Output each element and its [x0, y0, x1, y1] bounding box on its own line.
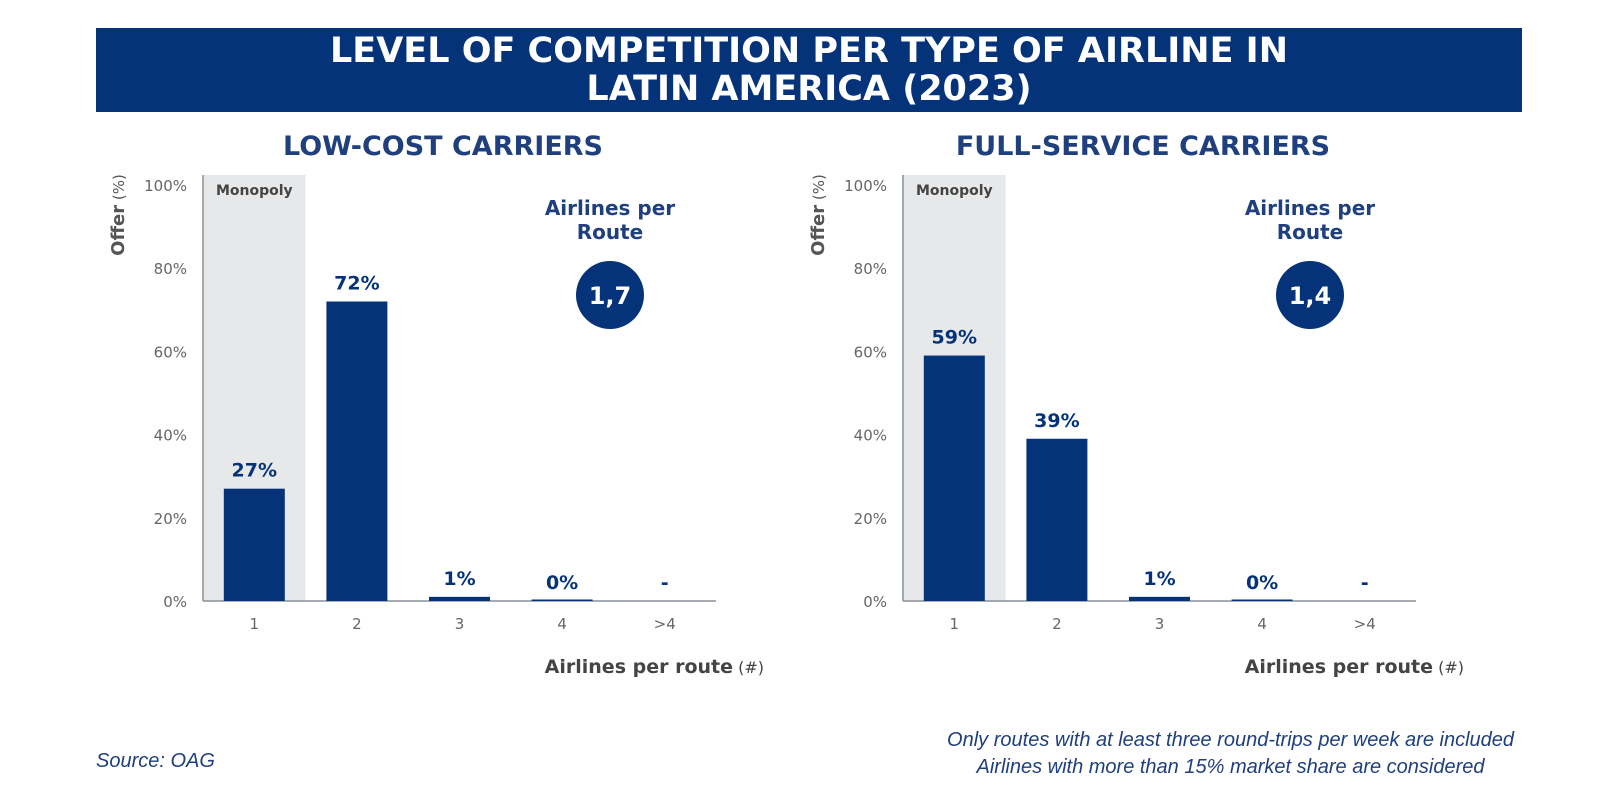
low-cost-chart: LOW-COST CARRIERSMonopoly0%20%40%60%80%1… — [108, 131, 764, 678]
title-line-1: LEVEL OF COMPETITION PER TYPE OF AIRLINE… — [330, 31, 1288, 71]
bar-2 — [1026, 438, 1088, 601]
bar-value-label: 27% — [232, 460, 277, 482]
low-cost-chart-panel: LOW-COST CARRIERS Monopoly 0% 20% 40% 60% 80% 1… — [96, 115, 856, 715]
monopoly-label: Monopoly — [916, 183, 993, 199]
chart-title: LOW-COST CARRIERS — [283, 131, 603, 162]
bar-value-label: 39% — [1034, 410, 1079, 432]
kpi-label-line-1: Airlines per — [1245, 196, 1375, 220]
footnote-1: Only routes with at least three round-tr… — [947, 729, 1514, 751]
x-axis-label-text: Airlines per route — [1245, 656, 1433, 678]
full-service-chart-panel: FULL-SERVICE CARRIERS Monopoly 0% 20% 40% 60%… — [796, 115, 1556, 715]
bar-value-label: 0% — [546, 572, 578, 594]
monopoly-label: Monopoly — [216, 183, 293, 199]
kpi-value: 1,4 — [1289, 282, 1332, 310]
x-tick-label: 3 — [455, 615, 465, 633]
kpi-circle — [1276, 261, 1344, 329]
y-axis-label: Offer (%) — [808, 174, 829, 256]
y-axis-label: Offer (%) — [108, 174, 129, 256]
x-tick-label: 2 — [352, 615, 362, 633]
y-tick-label: 20% — [154, 510, 187, 528]
title-line-2: LATIN AMERICA (2023) — [586, 69, 1032, 109]
bar-value-label: 1% — [443, 568, 475, 590]
y-tick-label: 60% — [154, 343, 187, 361]
y-axis-label-text: Offer — [808, 205, 829, 256]
bar-value-label: 1% — [1143, 568, 1175, 590]
bar-value-label: 59% — [932, 327, 977, 349]
chart-title: FULL-SERVICE CARRIERS — [956, 131, 1330, 162]
kpi-label-line-1: Airlines per — [545, 196, 675, 220]
y-tick-label: 40% — [154, 427, 187, 445]
bar-3 — [429, 596, 490, 601]
kpi-circle — [576, 261, 644, 329]
y-tick-label: 0% — [863, 593, 887, 611]
footnotes: Only routes with at least three round-tr… — [947, 727, 1514, 781]
x-axis-unit: (#) — [733, 658, 764, 677]
x-tick-label: 4 — [557, 615, 567, 633]
x-axis-label: Airlines per route (#) — [1245, 656, 1464, 678]
y-axis-unit: (%) — [110, 174, 128, 205]
full-service-chart: FULL-SERVICE CARRIERSMonopoly0%20%40%60%… — [808, 131, 1464, 678]
y-tick-label: 100% — [844, 177, 887, 195]
y-tick-label: 60% — [854, 343, 887, 361]
y-tick-label: 40% — [854, 427, 887, 445]
bar-3 — [1129, 596, 1190, 601]
y-axis-label-text: Offer — [108, 205, 129, 256]
kpi-label-line-2: Route — [1277, 220, 1344, 244]
bar-4 — [1231, 599, 1293, 601]
x-axis-unit: (#) — [1433, 658, 1464, 677]
y-tick-label: 20% — [854, 510, 887, 528]
y-tick-label: 80% — [154, 260, 187, 278]
x-tick-label: 1 — [950, 615, 960, 633]
x-tick-label: >4 — [1354, 615, 1376, 633]
y-tick-label: 80% — [854, 260, 887, 278]
y-axis-unit: (%) — [810, 174, 828, 205]
bar-4 — [531, 599, 593, 601]
bar-value-label: - — [1361, 572, 1369, 594]
x-tick-label: 3 — [1155, 615, 1165, 633]
x-tick-label: >4 — [654, 615, 676, 633]
kpi-value: 1,7 — [589, 282, 632, 310]
bar-value-label: 72% — [334, 272, 379, 294]
x-axis-label: Airlines per route (#) — [545, 656, 764, 678]
kpi-label-line-2: Route — [577, 220, 644, 244]
x-tick-label: 4 — [1257, 615, 1267, 633]
x-tick-label: 1 — [250, 615, 260, 633]
bar-2 — [326, 301, 388, 601]
bar-1 — [223, 488, 285, 601]
x-tick-label: 2 — [1052, 615, 1062, 633]
bar-1 — [923, 355, 985, 601]
title-banner: LEVEL OF COMPETITION PER TYPE OF AIRLINE… — [96, 28, 1522, 112]
bar-value-label: - — [661, 572, 669, 594]
bar-value-label: 0% — [1246, 572, 1278, 594]
source-note: Source: OAG — [96, 750, 215, 772]
y-tick-label: 0% — [163, 593, 187, 611]
y-tick-label: 100% — [144, 177, 187, 195]
x-axis-label-text: Airlines per route — [545, 656, 733, 678]
footnote-2: Airlines with more than 15% market share… — [976, 756, 1485, 778]
